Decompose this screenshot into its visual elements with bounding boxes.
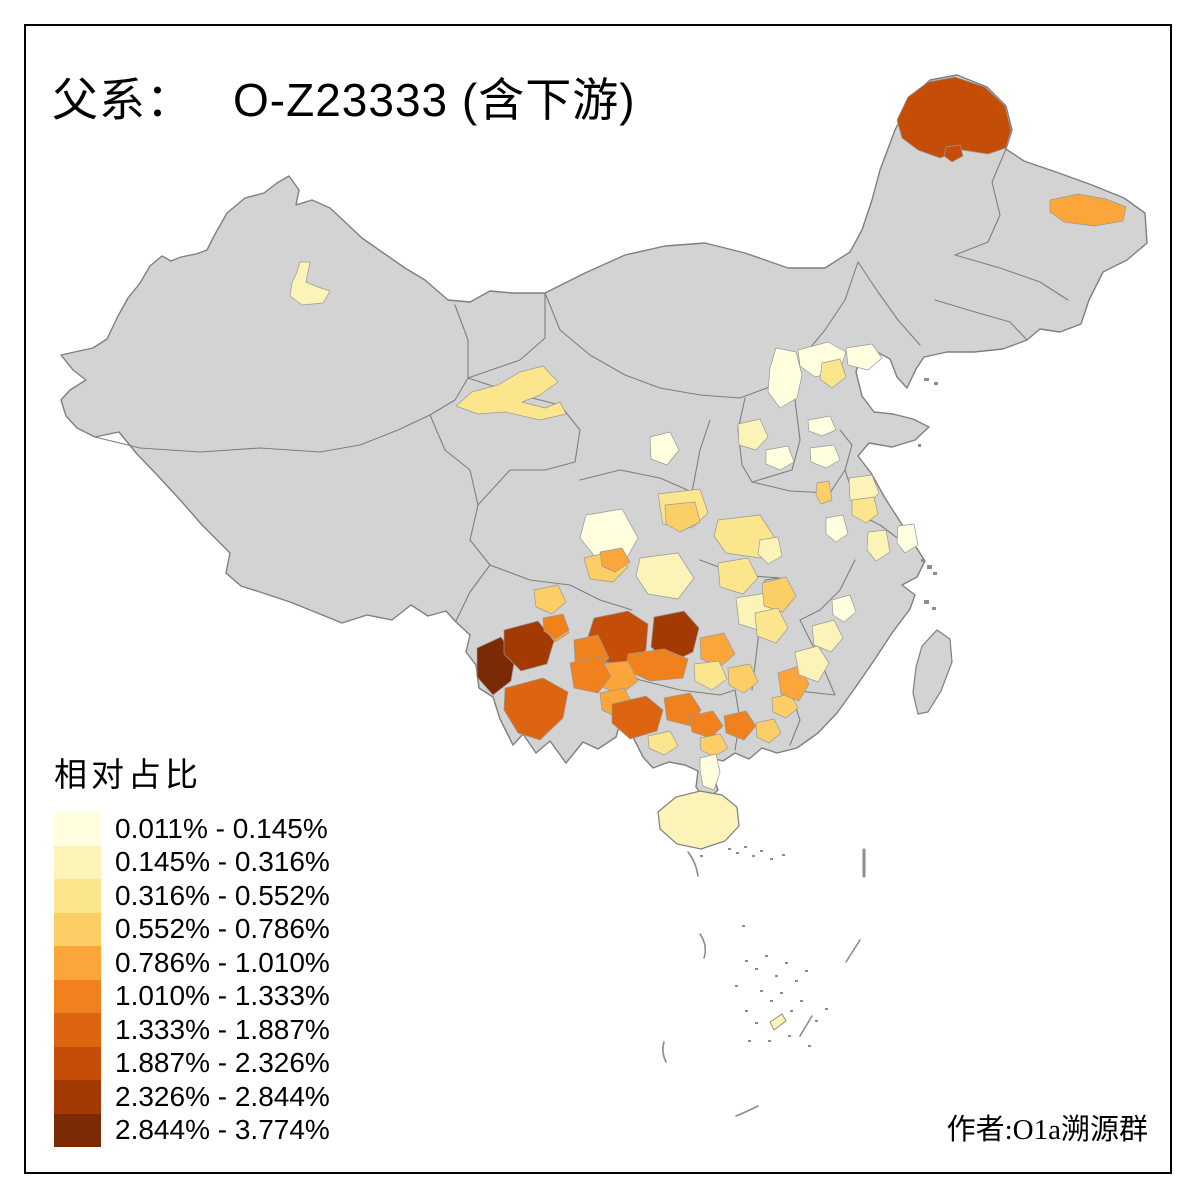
prefecture-region [699, 753, 721, 791]
prefecture-region [809, 444, 841, 469]
legend-label: 0.552% - 0.786% [115, 913, 330, 945]
legend-label: 2.844% - 3.774% [115, 1114, 330, 1146]
legend: 相对占比 0.011% - 0.145% 0.145% - 0.316% 0.316… [54, 748, 330, 1147]
prefecture-region [825, 514, 849, 543]
prefecture-region [765, 445, 795, 471]
prefecture-region [727, 663, 759, 694]
prefecture-region [819, 358, 847, 389]
prefecture-region [455, 365, 567, 421]
nine-dash-line [662, 848, 866, 1117]
legend-swatch [54, 845, 101, 879]
prefecture-region [699, 733, 729, 758]
legend-row: 0.552% - 0.786% [54, 912, 330, 946]
legend-row: 0.786% - 1.010% [54, 946, 330, 980]
legend-label: 2.326% - 2.844% [115, 1080, 330, 1112]
prefecture-region [757, 536, 783, 565]
prefecture-region [664, 501, 701, 533]
prefecture-region [896, 76, 1012, 159]
coastal-islets [918, 378, 938, 610]
prefecture-region [611, 695, 664, 740]
page-title: 父系： O-Z23333 (含下游) [52, 64, 636, 130]
legend-swatch [54, 946, 101, 980]
prefecture-region [755, 718, 782, 744]
legend-label: 0.145% - 0.316% [115, 846, 330, 878]
legend-label: 0.786% - 1.010% [115, 946, 330, 978]
prefecture-region [649, 431, 680, 466]
map-frame [24, 24, 1172, 1174]
legend-row: 2.844% - 3.774% [54, 1113, 330, 1147]
prefecture-region [754, 607, 789, 644]
prefecture-region [831, 594, 857, 623]
legend-label: 1.887% - 2.326% [115, 1047, 330, 1079]
legend-swatch [54, 1113, 101, 1147]
prefecture-region [689, 710, 724, 739]
province-borders [94, 148, 1069, 751]
legend-label: 1.010% - 1.333% [115, 980, 330, 1012]
legend-row: 2.326% - 2.844% [54, 1080, 330, 1114]
prefecture-region [1049, 193, 1127, 227]
prefecture-region [866, 529, 891, 562]
legend-rows: 0.011% - 0.145% 0.145% - 0.316% 0.316% - 0… [54, 812, 330, 1147]
title-haplogroup: O-Z23333 (含下游) [233, 74, 636, 126]
south-china-sea-islets [700, 846, 828, 1047]
prefecture-region [289, 261, 331, 306]
legend-row: 0.011% - 0.145% [54, 812, 330, 846]
prefecture-region [717, 557, 759, 595]
legend-label: 1.333% - 1.887% [115, 1013, 330, 1045]
legend-title: 相对占比 [54, 758, 202, 794]
legend-row: 0.145% - 0.316% [54, 845, 330, 879]
prefecture-region [693, 660, 728, 691]
hainan-island [657, 790, 740, 850]
prefecture-region [533, 584, 567, 615]
prefecture-region [815, 480, 833, 505]
legend-swatch [54, 912, 101, 946]
prefecture-region [807, 415, 837, 437]
prefecture-region [845, 343, 883, 371]
legend-swatch [54, 979, 101, 1013]
prefecture-region [767, 347, 803, 409]
prefecture-region [761, 576, 797, 613]
prefecture-region [503, 677, 569, 741]
legend-row: 1.887% - 2.326% [54, 1046, 330, 1080]
attribution: 作者:O1a溯源群 [946, 1114, 1148, 1146]
spratly-yellow-island [769, 1013, 787, 1031]
prefecture-region [943, 144, 964, 163]
legend-swatch [54, 879, 101, 913]
prefecture-region [723, 710, 757, 741]
prefecture-region [635, 552, 695, 600]
prefecture-region [896, 523, 919, 554]
prefecture-region [503, 620, 555, 672]
legend-label: 0.316% - 0.552% [115, 879, 330, 911]
legend-row: 1.010% - 1.333% [54, 979, 330, 1013]
prefecture-region [542, 613, 570, 640]
prefecture-region [599, 547, 631, 573]
legend-swatch [54, 1013, 101, 1047]
colored-prefectures [289, 76, 1127, 791]
prefecture-region [647, 730, 679, 756]
prefecture-region [737, 418, 769, 451]
legend-swatch [54, 1080, 101, 1114]
legend-swatch [54, 1046, 101, 1080]
prefecture-region [569, 655, 612, 694]
prefecture-region [811, 619, 844, 653]
legend-swatch [54, 812, 101, 846]
title-prefix: 父系： [52, 75, 193, 126]
legend-label: 0.011% - 0.145% [115, 812, 328, 844]
legend-row: 0.316% - 0.552% [54, 879, 330, 913]
legend-row: 1.333% - 1.887% [54, 1013, 330, 1047]
prefecture-region [851, 496, 879, 524]
taiwan-island [912, 629, 953, 715]
prefecture-region [699, 632, 736, 668]
prefecture-region [794, 645, 830, 683]
